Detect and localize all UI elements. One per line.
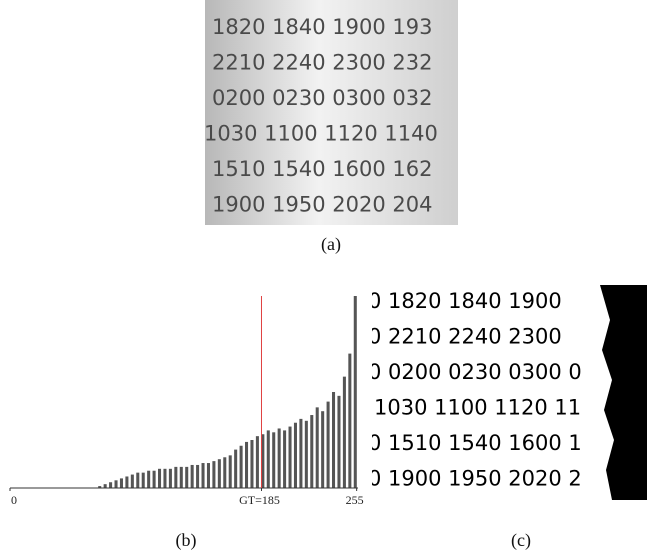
bar <box>293 422 297 488</box>
x-tick-label: 0 <box>11 493 17 507</box>
binarized-text-row: 0 2210 2240 2300 <box>368 325 562 349</box>
dark-region <box>600 285 647 500</box>
bar <box>217 459 221 488</box>
bar <box>141 472 145 488</box>
bar <box>109 482 113 488</box>
bar <box>206 463 210 488</box>
bar <box>342 376 346 488</box>
bar <box>288 426 292 488</box>
bar <box>261 434 265 488</box>
bar <box>234 449 238 488</box>
bar <box>130 474 134 488</box>
bar <box>168 468 172 488</box>
x-tick-label: 255 <box>346 493 364 507</box>
bar <box>310 415 314 488</box>
bar <box>348 353 352 488</box>
bar <box>190 464 194 488</box>
photo-text-row: 0 2210 2240 2300 232 <box>192 51 432 75</box>
bar <box>119 478 123 488</box>
bar <box>98 486 102 488</box>
photo-text-row: 0 1900 1950 2020 204 <box>192 193 432 217</box>
binarized-text-row: 0 1820 1840 1900 <box>368 289 562 313</box>
caption: (a) <box>321 234 341 255</box>
bar <box>272 432 276 488</box>
bar <box>201 463 205 488</box>
binarized-image: 0 1820 1840 1900 0 2210 2240 2300 0 0200 0… <box>368 285 647 500</box>
photo-text-row: 0 1820 1840 1900 193 <box>192 15 432 39</box>
histogram: 0 GT=185 255 <box>9 296 364 507</box>
bar <box>299 418 303 488</box>
bar <box>114 480 118 488</box>
bar <box>174 466 178 488</box>
bar <box>255 436 259 488</box>
bar <box>125 476 129 488</box>
bar <box>147 470 151 488</box>
binarized-text-row: 0 1900 1950 2020 2 <box>368 467 582 491</box>
photo-text-row: 1030 1100 1120 1140 <box>204 122 438 146</box>
bar <box>239 445 243 488</box>
bar <box>152 470 156 488</box>
binarized-text-row: 0 0200 0230 0300 0 <box>368 360 582 384</box>
bar <box>179 466 183 488</box>
bar <box>250 440 254 488</box>
bar <box>353 296 357 488</box>
bar <box>163 468 167 488</box>
caption: (b) <box>176 530 197 551</box>
bar <box>266 430 270 488</box>
bar <box>304 420 308 488</box>
photo-text-row: 0 1510 1540 1600 162 <box>192 157 432 181</box>
binarized-background <box>372 285 647 500</box>
bar <box>196 464 200 488</box>
bar <box>103 484 107 488</box>
bar <box>223 457 227 488</box>
photo-text-row: 0 0200 0230 0300 032 <box>192 86 432 110</box>
bar <box>321 411 325 488</box>
photo: 0 1820 1840 1900 193 0 2210 2240 2300 232… <box>192 0 458 225</box>
bar <box>245 441 249 488</box>
binarized-text-row: 1030 1100 1120 11 <box>374 396 581 420</box>
bar <box>228 455 232 488</box>
bar <box>315 407 319 488</box>
photo-background <box>205 0 458 225</box>
bar <box>136 472 140 488</box>
bar <box>212 461 216 488</box>
x-tick-label: GT=185 <box>239 493 280 507</box>
bar <box>332 392 336 488</box>
caption: (c) <box>511 530 531 551</box>
binarized-text-row: 0 1510 1540 1600 1 <box>368 431 582 455</box>
bar <box>326 401 330 488</box>
bar <box>158 468 162 488</box>
bar <box>185 466 189 488</box>
bar <box>277 428 281 488</box>
bar <box>283 430 287 488</box>
bar <box>337 395 341 488</box>
